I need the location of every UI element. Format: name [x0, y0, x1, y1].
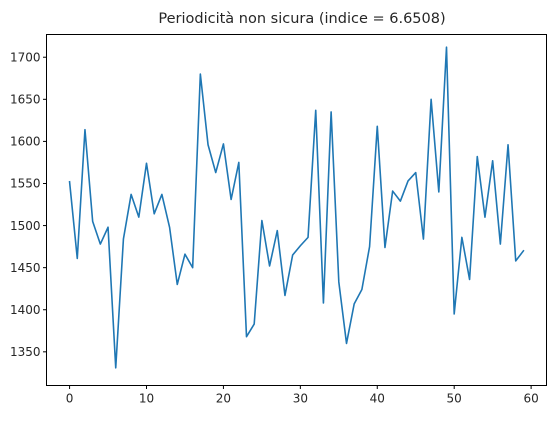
- x-tick-label: 50: [447, 392, 462, 406]
- x-tick-label: 40: [370, 392, 385, 406]
- y-tick-label: 1400: [10, 303, 41, 317]
- x-tick-label: 30: [293, 392, 308, 406]
- x-tick-label: 0: [66, 392, 74, 406]
- y-tick-label: 1600: [10, 135, 41, 149]
- y-tick-label: 1650: [10, 93, 41, 107]
- y-tick-label: 1550: [10, 177, 41, 191]
- chart-title: Periodicità non sicura (indice = 6.6508): [158, 11, 445, 27]
- y-tick-label: 1500: [10, 219, 41, 233]
- series-line: [68, 46, 525, 369]
- y-tick-label: 1350: [10, 345, 41, 359]
- y-tick-label: 1700: [10, 50, 41, 64]
- x-tick-label: 60: [523, 392, 538, 406]
- y-axis: 1350 1400 1450 1500 1550 1600 1650 1700: [10, 50, 47, 359]
- x-axis: 0 10 20 30 40 50 60: [66, 385, 539, 406]
- x-tick-label: 10: [139, 392, 154, 406]
- y-tick-label: 1450: [10, 261, 41, 275]
- plot-frame: [46, 34, 547, 386]
- x-tick-label: 20: [216, 392, 231, 406]
- plot-area: [68, 46, 525, 369]
